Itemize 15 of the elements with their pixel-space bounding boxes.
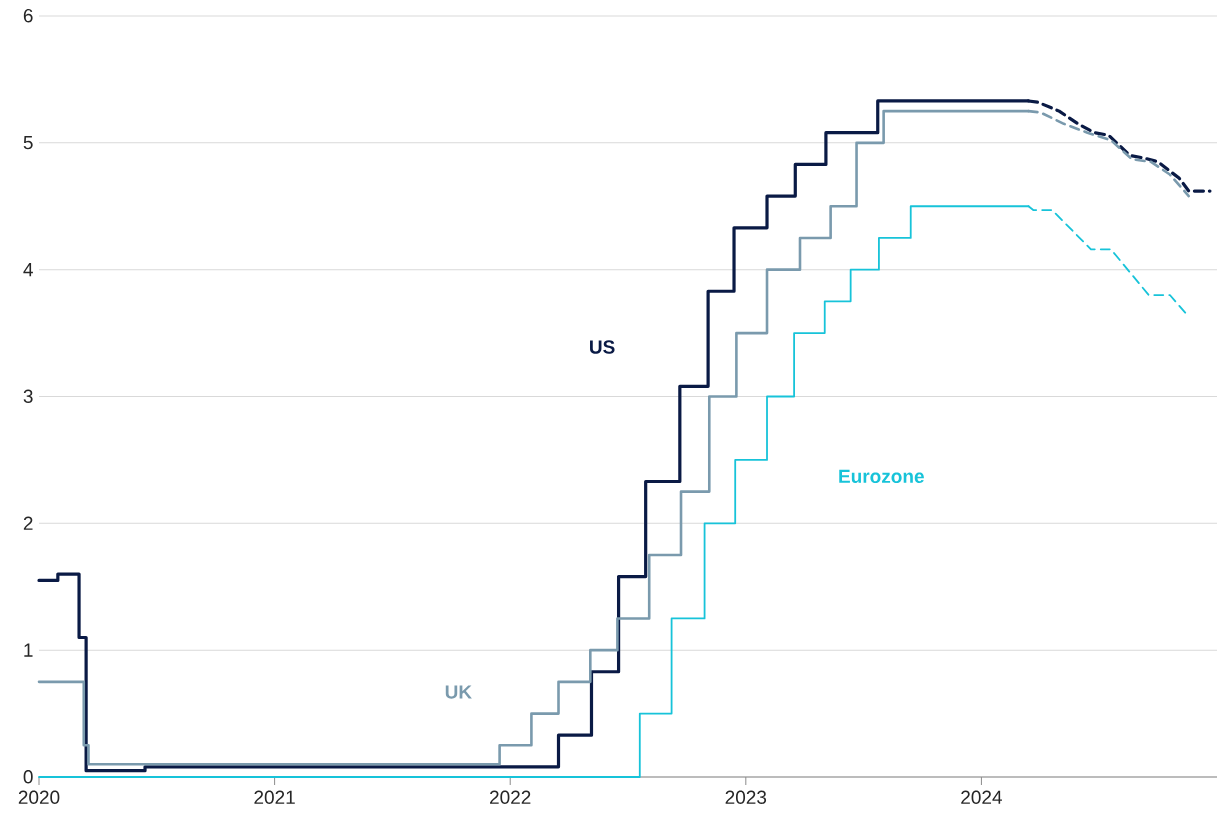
y-tick-label: 5	[23, 136, 33, 150]
y-tick-label: 4	[23, 263, 33, 277]
text: UK	[445, 685, 472, 699]
x-tick-label: 2020	[18, 790, 60, 804]
y-tick-label: 6	[23, 9, 33, 23]
x-tick-label: 2024	[961, 790, 1002, 804]
x-tick-label: 2023	[725, 790, 767, 804]
y-tick-label: 3	[23, 389, 33, 403]
text: US	[590, 340, 615, 354]
x-tick-label: 2022	[490, 790, 531, 804]
x-tick-label: 2021	[254, 790, 295, 804]
text: Eurozone	[839, 469, 924, 484]
y-tick-label: 2	[23, 516, 33, 530]
y-tick-label: 1	[24, 643, 33, 657]
y-tick-label: 0	[23, 770, 33, 784]
